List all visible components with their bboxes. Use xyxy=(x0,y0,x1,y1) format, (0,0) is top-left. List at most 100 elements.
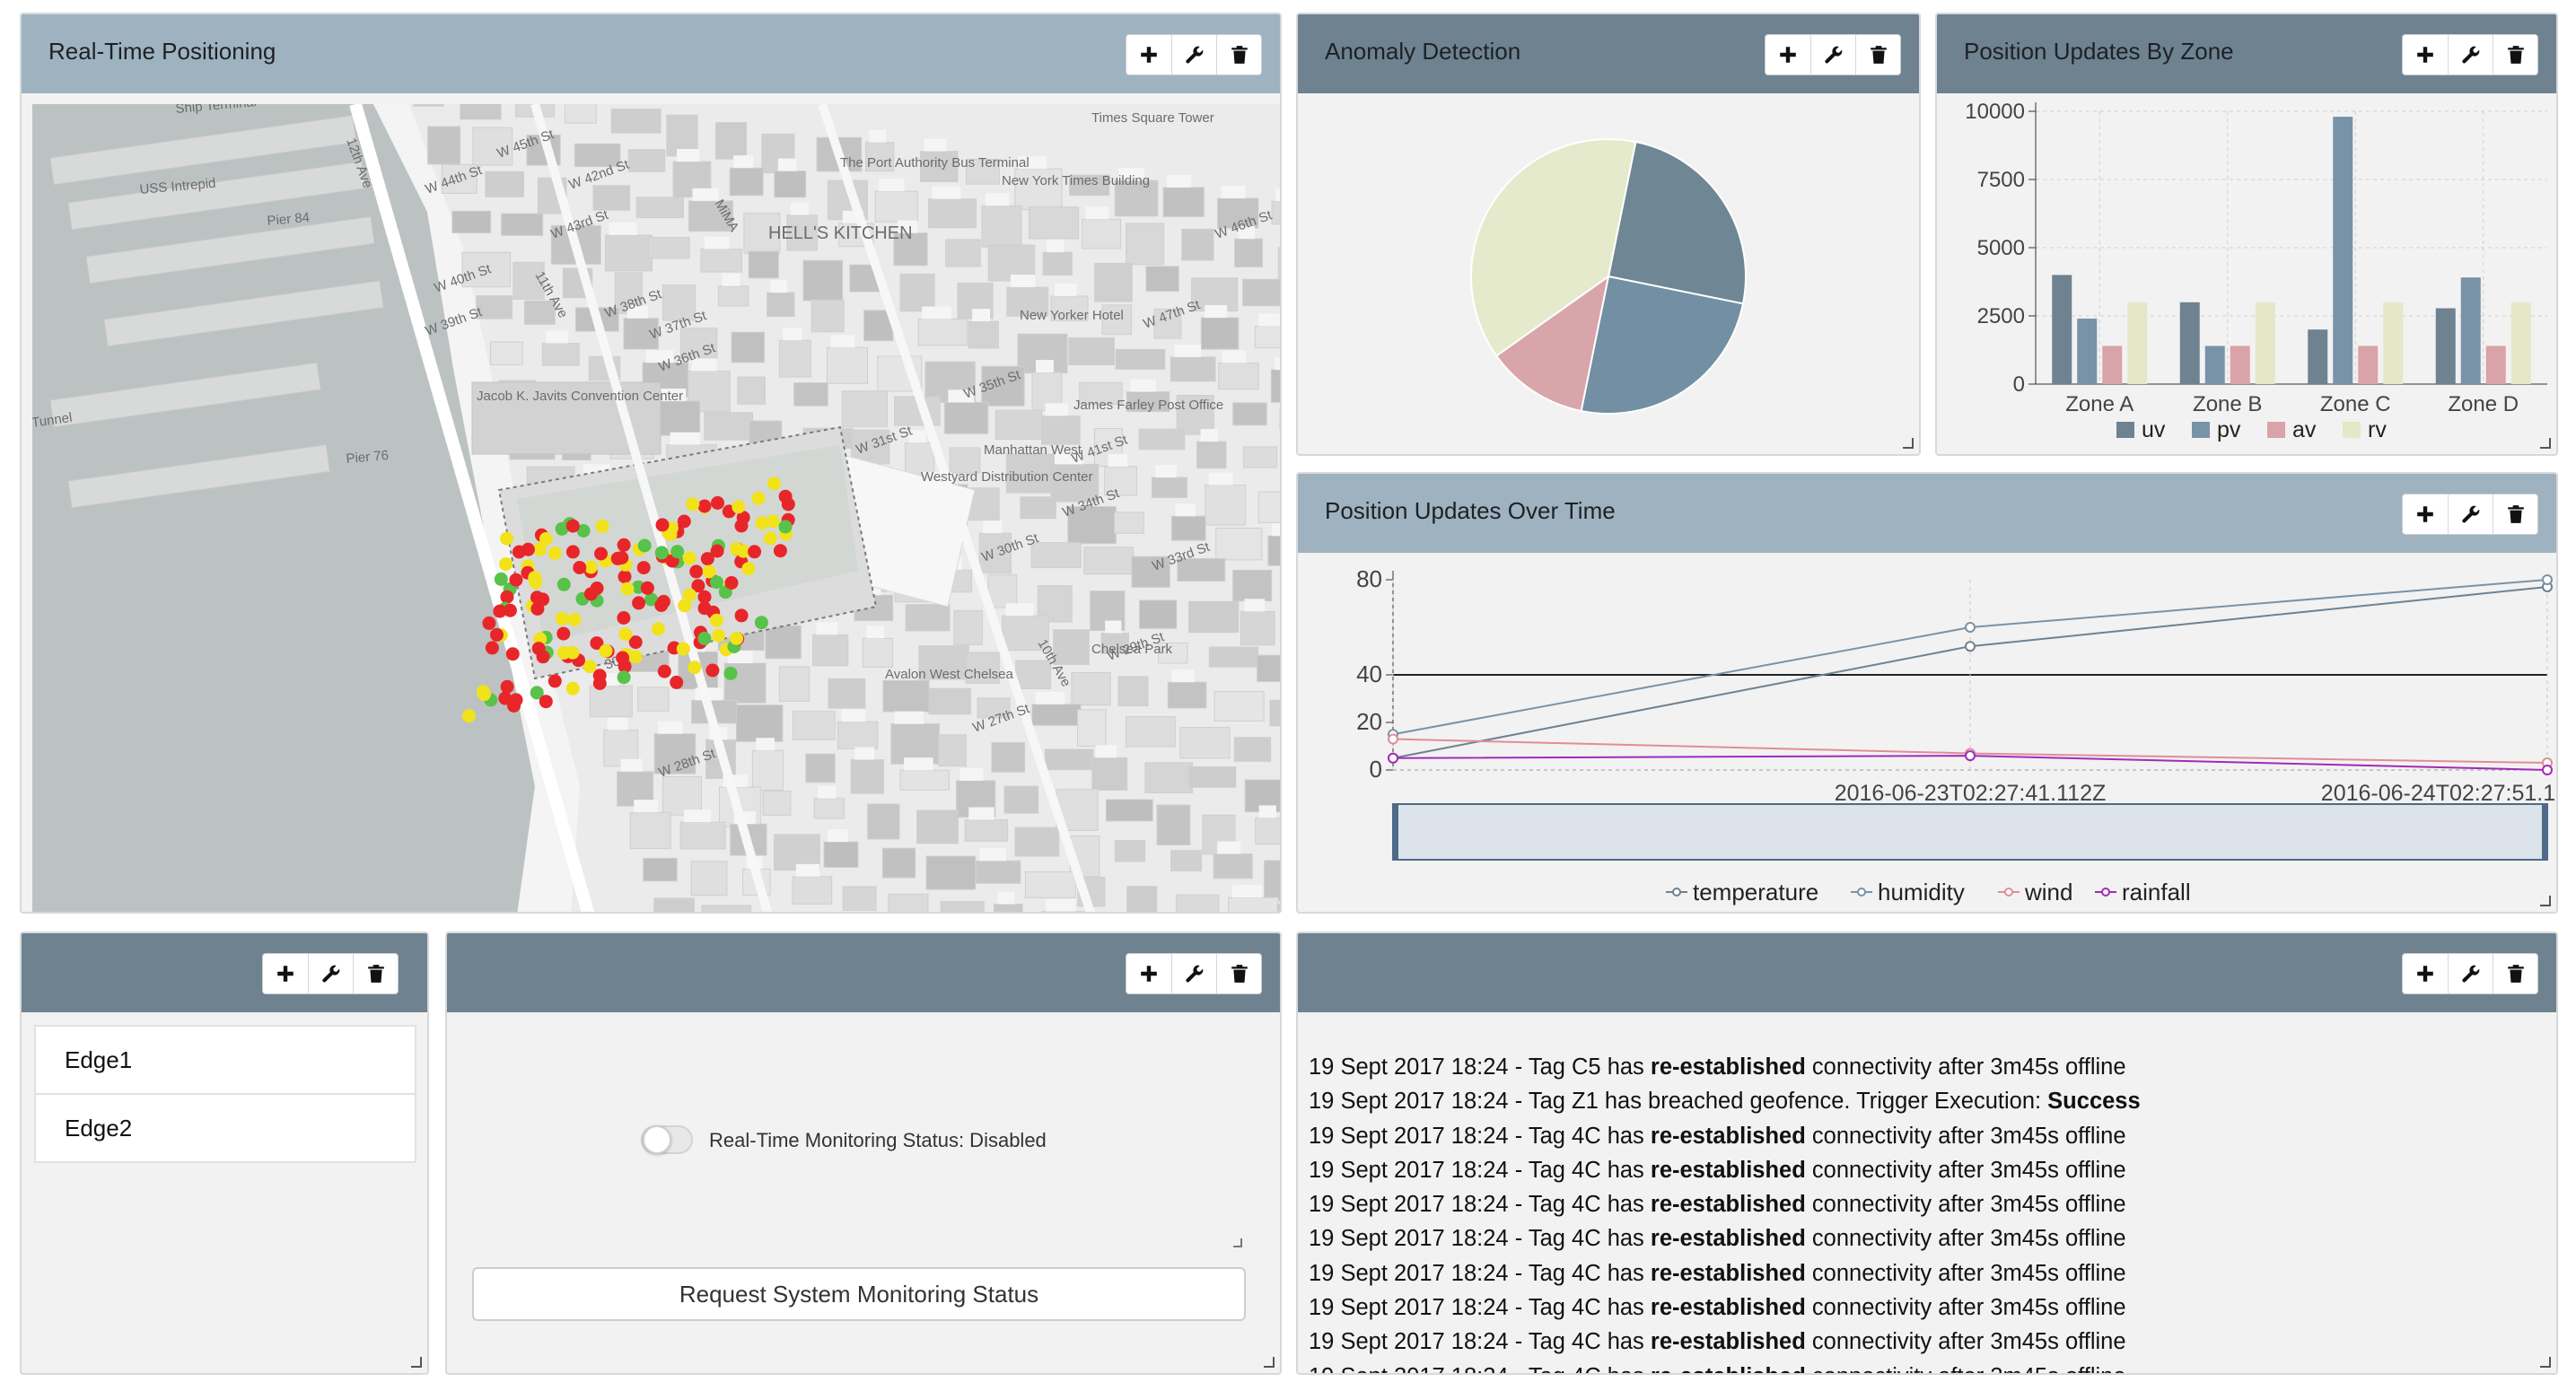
resize-handle[interactable] xyxy=(1264,1357,1275,1368)
map-canvas[interactable]: 12th Ave W 45th StW 44th StW 43rd StW 42n… xyxy=(32,104,1282,914)
city-map[interactable]: 12th Ave W 45th St W 44th St W 43rd St W 42n… xyxy=(32,104,1282,914)
wrench-icon xyxy=(321,965,339,983)
building-block xyxy=(793,382,828,407)
panel-toolbar xyxy=(1765,34,1901,75)
list-item-edge2[interactable]: Edge2 xyxy=(34,1093,416,1163)
location-tag-dot xyxy=(632,596,646,610)
log-emphasis: re-established xyxy=(1650,1226,1806,1252)
building-roof xyxy=(790,202,809,215)
monitoring-toggle[interactable] xyxy=(641,1125,693,1154)
building-roof xyxy=(1105,620,1122,634)
add-button[interactable] xyxy=(1766,35,1810,74)
log-text: 19 Sept 2017 18:24 - Tag 4C has xyxy=(1309,1123,1651,1149)
location-tag-dot xyxy=(482,616,496,630)
add-button[interactable] xyxy=(1126,35,1171,74)
building-roof xyxy=(756,738,775,751)
building-block xyxy=(1101,304,1133,336)
log-text: connectivity after 3m45s offline xyxy=(1805,1260,2126,1286)
log-text: connectivity after 3m45s offline xyxy=(1805,1226,2126,1252)
settings-button[interactable] xyxy=(1810,35,1855,74)
building-block xyxy=(841,390,888,427)
building-roof xyxy=(904,757,933,771)
building-block xyxy=(1145,266,1179,293)
add-button[interactable] xyxy=(1126,954,1171,993)
zone-panel: Position Updates By Zone 0 2500 5000 7500 10… xyxy=(1935,13,2558,456)
building-block xyxy=(1002,615,1049,652)
pier-structure xyxy=(67,161,366,231)
building-block xyxy=(1176,394,1214,435)
settings-button[interactable] xyxy=(2448,954,2493,993)
delete-button[interactable] xyxy=(2493,35,2537,74)
add-button[interactable] xyxy=(2403,35,2448,74)
location-tag-dot xyxy=(539,695,553,709)
log-text: 19 Sept 2017 18:24 - Tag 4C has xyxy=(1309,1295,1651,1321)
delete-button[interactable] xyxy=(2493,954,2537,993)
y-tick-label: 20 xyxy=(1356,708,1382,735)
panel-title: Position Updates Over Time xyxy=(1325,497,1616,524)
location-tag-dot xyxy=(763,531,777,546)
location-tag-dot xyxy=(565,645,580,660)
delete-button[interactable] xyxy=(2493,494,2537,534)
legend-label: rainfall xyxy=(2122,879,2191,905)
location-tag-dot xyxy=(644,592,659,607)
resize-handle[interactable] xyxy=(411,1357,422,1368)
settings-button[interactable] xyxy=(308,954,353,993)
series-point xyxy=(1388,733,1398,745)
legend-label: pv xyxy=(2217,417,2241,442)
settings-button[interactable] xyxy=(1171,35,1216,74)
add-button[interactable] xyxy=(2403,494,2448,534)
settings-button[interactable] xyxy=(2448,35,2493,74)
resize-handle[interactable] xyxy=(2540,438,2551,449)
resize-handle[interactable] xyxy=(2540,1357,2551,1368)
location-tag-dot xyxy=(617,670,631,685)
request-monitoring-status-button[interactable]: Request System Monitoring Status xyxy=(472,1267,1246,1321)
settings-button[interactable] xyxy=(1171,954,1216,993)
location-tag-dot xyxy=(711,495,724,510)
textarea-resize-grip[interactable] xyxy=(1233,1238,1242,1247)
log-emphasis: re-established xyxy=(1650,1295,1806,1321)
trash-icon xyxy=(1231,46,1248,64)
add-button[interactable] xyxy=(263,954,308,993)
location-tag-dot xyxy=(730,632,744,645)
settings-button[interactable] xyxy=(2448,494,2493,534)
building-block xyxy=(662,775,703,816)
building-roof xyxy=(1155,465,1177,478)
resize-handle[interactable] xyxy=(2540,896,2551,906)
building-block xyxy=(513,261,545,300)
panel-header: Position Updates Over Time xyxy=(1298,474,2556,553)
building-block xyxy=(589,685,633,718)
delete-button[interactable] xyxy=(1216,35,1261,74)
brush-handle-right xyxy=(2542,804,2547,860)
log-text: connectivity after 3m45s offline xyxy=(1805,1157,2126,1183)
plus-icon xyxy=(1141,47,1157,63)
wrench-icon xyxy=(1824,46,1842,64)
series-point xyxy=(1965,641,1976,652)
location-tag-dot xyxy=(530,591,544,605)
building-block xyxy=(679,328,718,360)
building-block xyxy=(964,818,1009,842)
log-line: 19 Sept 2017 18:24 - Tag 4C has re-estab… xyxy=(1309,1119,2547,1153)
y-tick-label: 40 xyxy=(1356,661,1382,687)
delete-button[interactable] xyxy=(1216,954,1261,993)
building-roof xyxy=(1047,240,1065,253)
log-emphasis: re-established xyxy=(1650,1054,1806,1080)
building-block xyxy=(451,210,492,234)
delete-button[interactable] xyxy=(353,954,398,993)
building-block xyxy=(1144,762,1194,793)
building-block xyxy=(729,167,764,197)
building-block xyxy=(778,339,811,378)
location-tag-dot xyxy=(697,590,712,604)
add-button[interactable] xyxy=(2403,954,2448,993)
resize-handle[interactable] xyxy=(1903,438,1914,449)
x-tick-label: 2016-06-23T02:27:41.112Z xyxy=(1835,781,2107,806)
building-roof xyxy=(983,521,1003,534)
location-tag-dot xyxy=(590,636,604,651)
list-item-edge1[interactable]: Edge1 xyxy=(34,1025,416,1095)
delete-button[interactable] xyxy=(1855,35,1900,74)
bar xyxy=(2102,346,2123,384)
building-block xyxy=(953,609,984,645)
map-label: James Farley Post Office xyxy=(1073,398,1223,413)
building-block xyxy=(472,127,513,166)
building-block xyxy=(1044,748,1094,771)
building-roof xyxy=(1222,350,1247,363)
